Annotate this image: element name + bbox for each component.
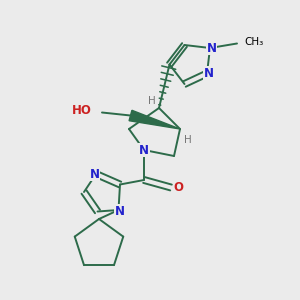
Text: N: N xyxy=(89,167,100,181)
Text: H: H xyxy=(148,95,155,106)
Text: N: N xyxy=(139,143,149,157)
Text: N: N xyxy=(206,41,217,55)
Text: HO: HO xyxy=(72,104,92,118)
Text: H: H xyxy=(184,134,191,145)
Polygon shape xyxy=(129,110,180,129)
Text: N: N xyxy=(115,205,125,218)
Text: CH₃: CH₃ xyxy=(244,37,263,47)
Text: N: N xyxy=(203,67,214,80)
Text: O: O xyxy=(173,181,184,194)
